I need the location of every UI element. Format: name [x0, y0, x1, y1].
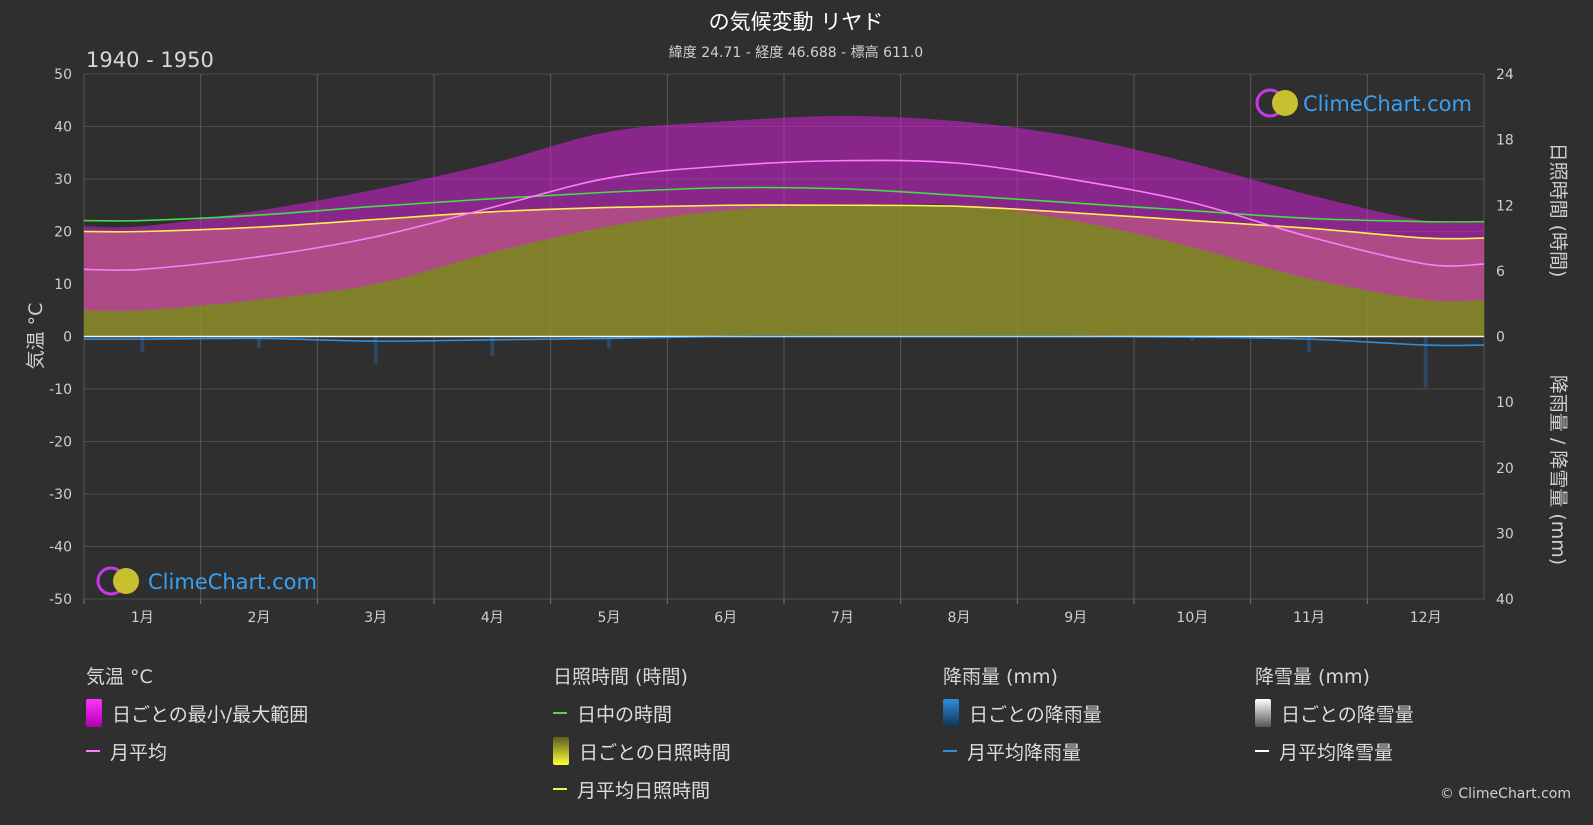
x-tick-label: 11月	[1293, 610, 1325, 626]
x-tick-label: 4月	[481, 610, 504, 626]
rain-bar	[607, 336, 611, 349]
legend-label: 日ごとの降雪量	[1281, 703, 1414, 726]
left-tick-label: 0	[63, 330, 72, 346]
axes: 50 40 30 20 10 0 -10 -20 -30 -40 -50 24 18 12 6 0 10 20 30…	[49, 67, 1514, 626]
x-tick-label: 2月	[248, 610, 271, 626]
copyright: © ClimeChart.com	[1439, 786, 1571, 802]
legend: 気温 °C 日ごとの最小/最大範囲 月平均 日照時間 (時間) 日中の時間 日ご…	[0, 660, 1593, 820]
left-tick-label: -30	[49, 487, 72, 503]
legend-rain: 降雨量 (mm) 日ごとの降雨量 月平均降雨量	[943, 660, 1102, 770]
right-tick-label: 40	[1496, 592, 1514, 608]
rain-bar	[1307, 336, 1311, 353]
blue-line-swatch-icon	[943, 750, 957, 752]
x-tick-label: 7月	[831, 610, 854, 626]
legend-heading: 降雨量 (mm)	[943, 666, 1058, 688]
left-tick-label: 50	[54, 67, 72, 83]
x-tick-label: 3月	[364, 610, 387, 626]
x-tick-label: 9月	[1064, 610, 1087, 626]
legend-item: 月平均降雨量	[943, 732, 1102, 770]
watermark-bottom: ClimeChart.com	[96, 566, 317, 596]
legend-label: 日中の時間	[577, 703, 673, 726]
period-label: 1940 - 1950	[86, 48, 214, 72]
legend-label: 月平均	[110, 741, 168, 764]
x-tick-label: 12月	[1410, 610, 1442, 626]
white-line-swatch-icon	[1255, 750, 1269, 752]
left-tick-label: 30	[54, 172, 72, 188]
right-axis-label-mm: 降雨量 / 降雪量 (mm)	[1547, 375, 1569, 565]
legend-heading: 気温 °C	[86, 666, 153, 688]
green-line-swatch-icon	[553, 712, 567, 714]
pink-line-swatch-icon	[86, 750, 100, 752]
white-bar-swatch-icon	[1255, 699, 1271, 727]
rain-bar	[257, 336, 261, 349]
rain-bar	[373, 336, 378, 365]
right-tick-label: 20	[1496, 461, 1514, 477]
legend-item: 日ごとの日照時間	[553, 732, 731, 770]
blue-bar-swatch-icon	[943, 699, 959, 727]
legend-label: 月平均日照時間	[577, 779, 711, 802]
watermark-text: ClimeChart.com	[1303, 92, 1472, 116]
legend-label: 日ごとの日照時間	[579, 741, 731, 764]
yellow-range-swatch-icon	[553, 737, 569, 765]
logo-sun-icon	[1272, 90, 1298, 116]
data-lines	[83, 159, 1485, 347]
legend-snow: 降雪量 (mm) 日ごとの降雪量 月平均降雪量	[1255, 660, 1414, 770]
legend-label: 日ごとの降雨量	[969, 703, 1102, 726]
temperature-range-band	[84, 116, 1484, 312]
right-tick-label: 18	[1496, 133, 1514, 149]
left-tick-label: -10	[49, 382, 72, 398]
x-tick-label: 8月	[948, 610, 971, 626]
watermark-text: ClimeChart.com	[148, 570, 317, 594]
legend-item: 日ごとの降雨量	[943, 694, 1102, 732]
right-tick-label: 12	[1496, 198, 1514, 214]
rain-bar	[1190, 336, 1195, 341]
right-tick-label: 6	[1496, 264, 1505, 280]
legend-item: 日ごとの最小/最大範囲	[86, 694, 308, 732]
left-tick-label: -50	[49, 592, 72, 608]
magenta-range-swatch-icon	[86, 699, 102, 727]
legend-heading: 日照時間 (時間)	[553, 666, 688, 688]
chart-subtitle: 緯度 24.71 - 経度 46.688 - 標高 611.0	[669, 44, 923, 61]
right-tick-label: 30	[1496, 526, 1514, 542]
left-tick-label: 40	[54, 120, 72, 136]
x-tick-label: 5月	[598, 610, 621, 626]
left-tick-label: 10	[54, 277, 72, 293]
left-axis-label: 気温 °C	[25, 303, 47, 370]
watermark-top: ClimeChart.com	[1255, 88, 1472, 118]
legend-label: 月平均降雪量	[1279, 741, 1394, 764]
legend-item: 月平均降雪量	[1255, 732, 1414, 770]
x-tick-label: 1月	[131, 610, 154, 626]
right-tick-label: 10	[1496, 395, 1514, 411]
legend-heading: 降雪量 (mm)	[1255, 666, 1370, 688]
yellow-line-swatch-icon	[553, 788, 567, 790]
legend-temperature: 気温 °C 日ごとの最小/最大範囲 月平均	[86, 660, 308, 770]
legend-item: 月平均日照時間	[553, 770, 731, 808]
logo-sun-icon	[113, 568, 139, 594]
sunshine-mean-line	[83, 204, 1485, 240]
rain-bar	[490, 336, 495, 357]
legend-label: 月平均降雨量	[967, 741, 1082, 764]
chart-title: の気候変動 リヤド	[709, 10, 884, 34]
temperature-mean-line	[83, 159, 1485, 272]
left-tick-label: -40	[49, 540, 72, 556]
rain-bar	[140, 336, 145, 353]
legend-sunshine: 日照時間 (時間) 日中の時間 日ごとの日照時間 月平均日照時間	[553, 660, 731, 808]
left-tick-label: 20	[54, 225, 72, 241]
daylight-line	[83, 186, 1485, 223]
right-tick-label: 0	[1496, 330, 1505, 346]
left-tick-label: -20	[49, 435, 72, 451]
right-tick-label: 24	[1496, 67, 1514, 83]
x-tick-label: 6月	[714, 610, 737, 626]
rain-bar	[1423, 336, 1428, 388]
legend-item: 月平均	[86, 732, 308, 770]
legend-item: 日中の時間	[553, 694, 731, 732]
right-axis-label-hours: 日照時間 (時間)	[1547, 143, 1569, 278]
data-bands	[84, 116, 1484, 388]
legend-item: 日ごとの降雪量	[1255, 694, 1414, 732]
legend-label: 日ごとの最小/最大範囲	[112, 703, 309, 726]
x-tick-label: 10月	[1176, 610, 1208, 626]
